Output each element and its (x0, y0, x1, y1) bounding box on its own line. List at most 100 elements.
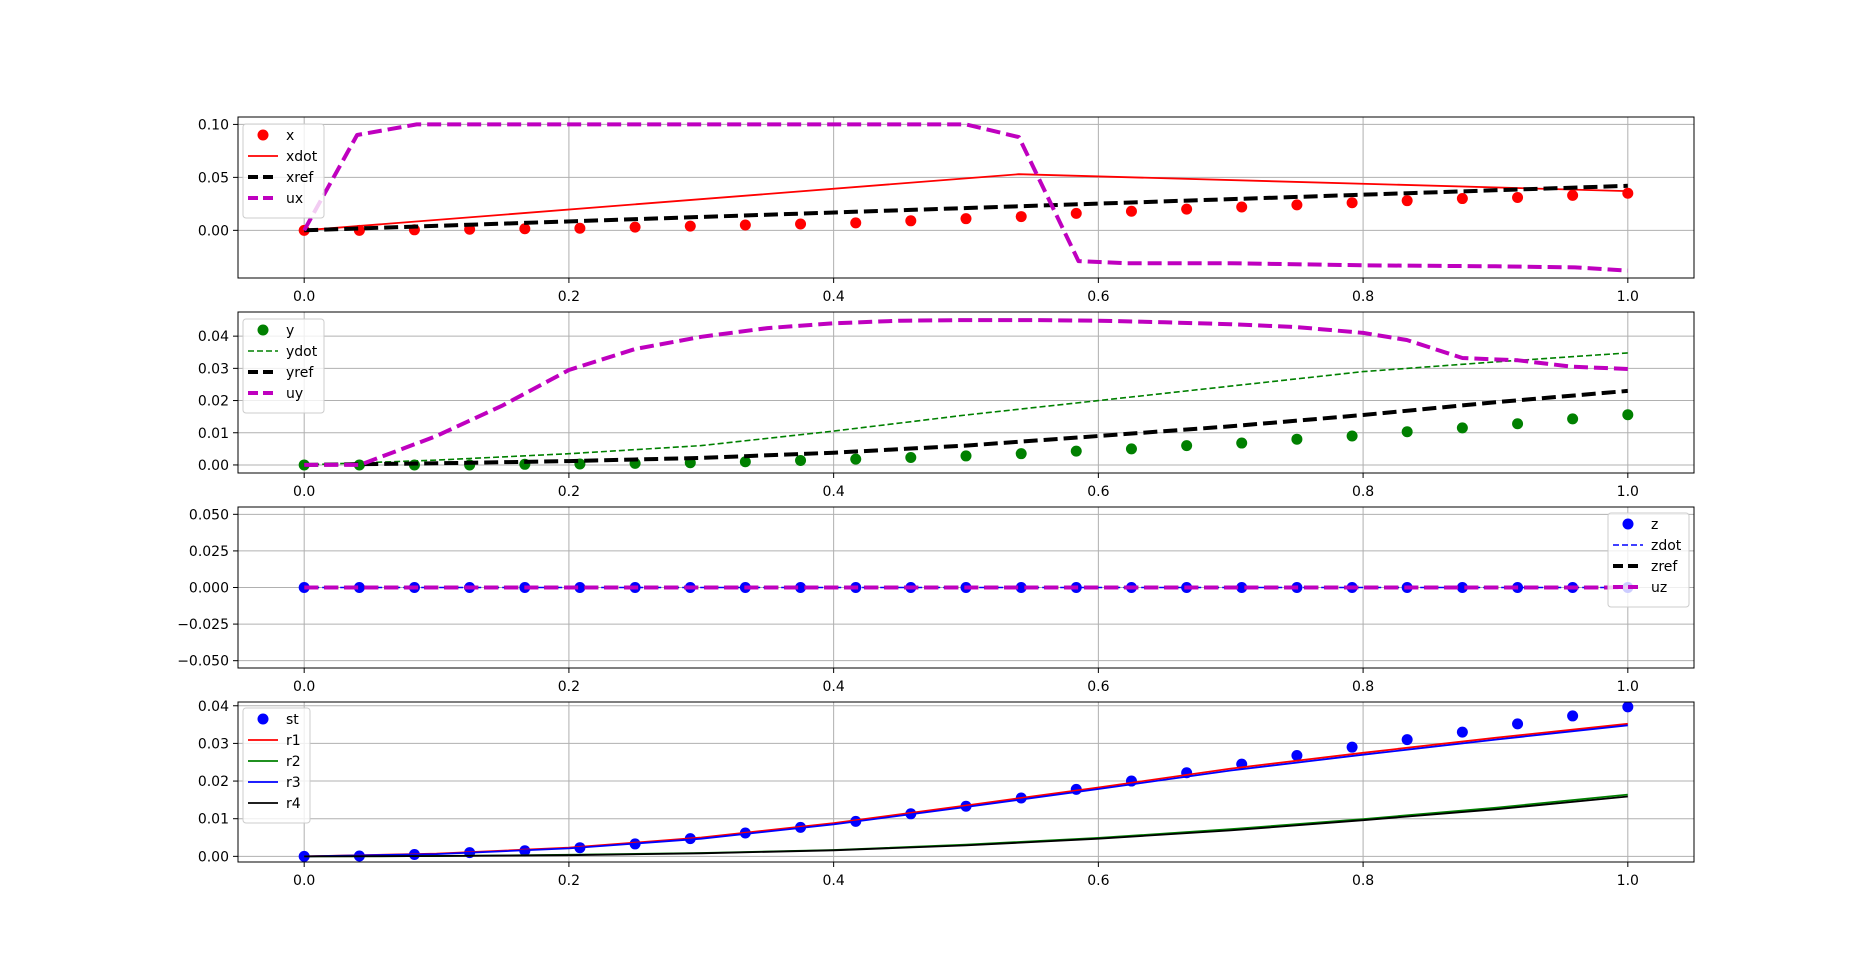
data-point (1070, 207, 1082, 219)
data-point (1181, 203, 1193, 215)
data-point (1622, 187, 1634, 199)
y-tick-label: 0.00 (198, 849, 229, 865)
data-point (960, 450, 972, 462)
x-tick-label: 0.6 (1087, 873, 1109, 889)
x-tick-label: 0.4 (823, 679, 845, 695)
x-tick-label: 0.2 (558, 484, 580, 500)
data-point (1456, 726, 1468, 738)
data-point (1622, 409, 1634, 421)
data-point (850, 217, 862, 229)
data-point (1291, 749, 1303, 761)
data-point (1456, 582, 1468, 593)
y-tick-label: 0.000 (189, 581, 229, 597)
plot-area (298, 122, 1634, 273)
data-point (1567, 413, 1579, 425)
series-line-ux (302, 122, 1628, 273)
data-point (1346, 197, 1358, 209)
data-point (1401, 195, 1413, 207)
legend-box (1607, 512, 1690, 608)
legend-label-r3: r3 (286, 775, 301, 791)
series-x (298, 187, 1634, 236)
subplot-4: 0.0 0.2 0.4 0.6 0.8 1.0 0.00 0.01 0.02 0.03 0.04 st… (198, 699, 1695, 889)
series-line-yref (304, 388, 1628, 467)
x-tick-label: 0.2 (558, 873, 580, 889)
x-tick-label: 1.0 (1617, 679, 1639, 695)
legend: st r1 r2 r3 r4 (242, 707, 311, 824)
data-point (739, 219, 751, 231)
data-point (1125, 443, 1137, 455)
data-point (1567, 710, 1579, 722)
data-point (1346, 741, 1358, 753)
plot-area (298, 582, 1634, 593)
data-point (850, 453, 862, 465)
x-tick-label: 0.8 (1352, 873, 1374, 889)
legend: x xdot xref ux (242, 123, 325, 219)
data-point (1070, 445, 1082, 457)
legend-label-xdot: xdot (286, 149, 318, 165)
data-point (684, 220, 696, 232)
data-point (1346, 430, 1358, 442)
data-point (1512, 418, 1524, 430)
legend-label-y: y (286, 323, 294, 339)
data-point (1291, 433, 1303, 445)
legend-label-z: z (1651, 517, 1658, 533)
legend-marker-x (257, 129, 269, 141)
data-point (1401, 426, 1413, 438)
data-point (1401, 734, 1413, 746)
y-tick-label: 0.04 (198, 329, 229, 345)
legend-box (242, 707, 311, 824)
legend-label-r4: r4 (286, 796, 301, 812)
data-point (1291, 199, 1303, 211)
x-tick-label: 0.8 (1352, 289, 1374, 305)
plot-area (298, 318, 1634, 471)
data-point (960, 213, 972, 225)
x-tick-label: 0.0 (293, 484, 315, 500)
y-tick-label: −0.050 (177, 654, 229, 670)
series-line-ydot (304, 352, 1628, 466)
data-point (1125, 205, 1137, 217)
x-tick-label: 0.4 (823, 484, 845, 500)
plot-area (298, 702, 1634, 862)
subplot-3: 0.0 0.2 0.4 0.6 0.8 1.0 −0.050 −0.025 0.000 0.025… (177, 506, 1695, 695)
data-point (739, 456, 751, 468)
x-tick-label: 0.4 (823, 873, 845, 889)
data-point (298, 850, 310, 862)
y-tick-label: 0.025 (189, 544, 229, 560)
axes-frame (237, 116, 1695, 279)
x-tick-label: 0.0 (293, 679, 315, 695)
y-tick-label: 0.02 (198, 394, 229, 410)
series-line-r4 (304, 795, 1628, 858)
x-tick-label: 0.8 (1352, 679, 1374, 695)
data-point (1181, 440, 1193, 452)
y-tick-label: 0.02 (198, 774, 229, 790)
legend-marker-y (257, 324, 269, 336)
subplot-2: 0.0 0.2 0.4 0.6 0.8 1.00.000.010.020.030.04 yy… (198, 311, 1695, 500)
x-tick-label: 0.0 (293, 873, 315, 889)
axes-frame (237, 701, 1695, 863)
legend-box (242, 318, 325, 414)
data-point (1015, 448, 1027, 460)
data-point (298, 459, 310, 471)
y-tick-label: 0.03 (198, 736, 229, 752)
legend-label-ydot: ydot (286, 344, 318, 360)
subplot-1: 0.0 0.2 0.4 0.6 0.8 1.0 0.00 0.05 0.10 x xdot xref u… (198, 116, 1695, 305)
legend-label-st: st (286, 712, 299, 728)
legend-label-r2: r2 (286, 754, 301, 770)
legend-label-ux: ux (286, 191, 303, 207)
data-point (1622, 702, 1634, 713)
series-line-xdot (304, 173, 1628, 232)
legend-label-yref: yref (286, 365, 314, 381)
legend-label-xref: xref (286, 170, 314, 186)
x-tick-label: 0.2 (558, 289, 580, 305)
y-tick-label: 0.01 (198, 812, 229, 828)
data-point (795, 218, 807, 230)
data-point (905, 452, 917, 464)
data-point (629, 221, 641, 233)
data-point (1567, 189, 1579, 201)
y-tick-label: 0.00 (198, 223, 229, 239)
x-tick-label: 0.6 (1087, 679, 1109, 695)
series-y (298, 409, 1634, 471)
axes-frame (237, 311, 1695, 474)
data-point (519, 223, 531, 235)
